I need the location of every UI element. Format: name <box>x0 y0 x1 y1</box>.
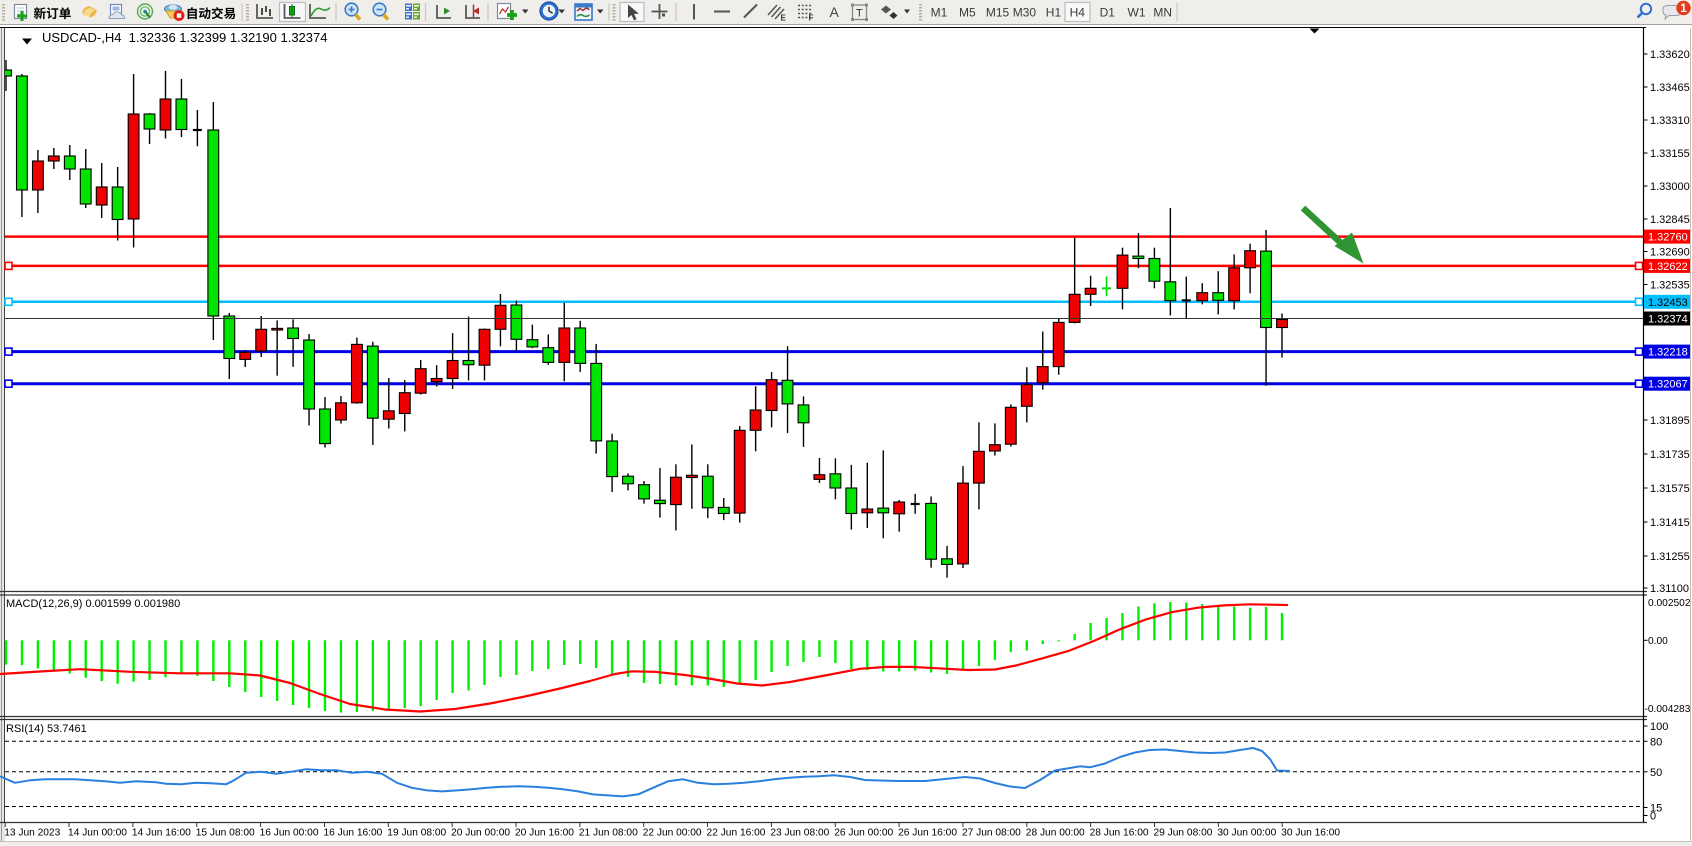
svg-text:1.33000: 1.33000 <box>1650 181 1690 193</box>
svg-text:30 Jun 16:00: 30 Jun 16:00 <box>1281 828 1340 839</box>
svg-text:W1: W1 <box>1128 6 1146 20</box>
svg-text:26 Jun 16:00: 26 Jun 16:00 <box>898 828 957 839</box>
svg-text:28 Jun 00:00: 28 Jun 00:00 <box>1026 828 1085 839</box>
svg-text:26 Jun 00:00: 26 Jun 00:00 <box>834 828 893 839</box>
svg-text:M1: M1 <box>931 6 948 20</box>
svg-text:30 Jun 00:00: 30 Jun 00:00 <box>1217 828 1276 839</box>
svg-text:1.31895: 1.31895 <box>1650 415 1690 427</box>
svg-text:22 Jun 16:00: 22 Jun 16:00 <box>707 828 766 839</box>
svg-text:H1: H1 <box>1046 6 1062 20</box>
svg-text:1.32374: 1.32374 <box>1648 314 1688 326</box>
svg-text:MN: MN <box>1153 6 1172 20</box>
svg-text:14 Jun 16:00: 14 Jun 16:00 <box>132 828 191 839</box>
svg-text:16 Jun 00:00: 16 Jun 00:00 <box>260 828 319 839</box>
svg-text:21 Jun 08:00: 21 Jun 08:00 <box>579 828 638 839</box>
svg-text:0: 0 <box>1650 811 1656 823</box>
svg-text:1.32453: 1.32453 <box>1648 297 1688 309</box>
svg-text:19 Jun 08:00: 19 Jun 08:00 <box>387 828 446 839</box>
svg-text:F: F <box>809 14 814 23</box>
svg-text:H4: H4 <box>1070 6 1086 20</box>
svg-text:1.33465: 1.33465 <box>1650 82 1690 94</box>
svg-text:M30: M30 <box>1013 6 1037 20</box>
svg-text:27 Jun 08:00: 27 Jun 08:00 <box>962 828 1021 839</box>
svg-text:16 Jun 16:00: 16 Jun 16:00 <box>323 828 382 839</box>
svg-text:T: T <box>856 8 863 20</box>
svg-text:50: 50 <box>1650 767 1662 779</box>
svg-text:1.32622: 1.32622 <box>1648 261 1688 273</box>
svg-text:1.33310: 1.33310 <box>1650 115 1690 127</box>
svg-text:100: 100 <box>1650 721 1668 733</box>
svg-text:0.002502: 0.002502 <box>1648 598 1691 609</box>
svg-text:M15: M15 <box>986 6 1010 20</box>
svg-text:1.32845: 1.32845 <box>1650 214 1690 226</box>
svg-text:1.32218: 1.32218 <box>1648 347 1688 359</box>
svg-text:1.31255: 1.31255 <box>1650 551 1690 563</box>
svg-text:1.31100: 1.31100 <box>1650 583 1689 595</box>
svg-text:E: E <box>781 14 787 23</box>
svg-text:A: A <box>830 4 840 20</box>
svg-text:1: 1 <box>1680 1 1687 15</box>
svg-text:29 Jun 08:00: 29 Jun 08:00 <box>1154 828 1213 839</box>
svg-text:0.00: 0.00 <box>1648 636 1668 647</box>
svg-text:1.32535: 1.32535 <box>1650 280 1690 292</box>
svg-text:23 Jun 08:00: 23 Jun 08:00 <box>770 828 829 839</box>
svg-text:1.31735: 1.31735 <box>1650 449 1690 461</box>
svg-text:USDCAD-,H4 1.32336 1.32399 1.: USDCAD-,H4 1.32336 1.32399 1.32190 1.323… <box>42 30 327 45</box>
svg-text:D1: D1 <box>1100 6 1116 20</box>
svg-text:1.31575: 1.31575 <box>1650 483 1690 495</box>
svg-text:15 Jun 08:00: 15 Jun 08:00 <box>196 828 255 839</box>
svg-text:20 Jun 00:00: 20 Jun 00:00 <box>451 828 510 839</box>
svg-text:1.33155: 1.33155 <box>1650 148 1690 160</box>
svg-text:M5: M5 <box>959 6 976 20</box>
svg-text:1.32760: 1.32760 <box>1648 232 1688 244</box>
svg-text:1.32690: 1.32690 <box>1650 247 1690 259</box>
svg-text:20 Jun 16:00: 20 Jun 16:00 <box>515 828 574 839</box>
svg-text:13 Jun 2023: 13 Jun 2023 <box>4 828 60 839</box>
svg-text:1.33620: 1.33620 <box>1650 49 1690 61</box>
svg-text:22 Jun 00:00: 22 Jun 00:00 <box>643 828 702 839</box>
svg-text:80: 80 <box>1650 736 1662 748</box>
svg-text:1.31415: 1.31415 <box>1650 517 1690 529</box>
svg-text:1.32067: 1.32067 <box>1648 379 1688 391</box>
svg-text:MACD(12,26,9) 0.001599 0.00198: MACD(12,26,9) 0.001599 0.001980 <box>6 598 180 610</box>
svg-text:15: 15 <box>1650 803 1662 815</box>
svg-text:-0.004283: -0.004283 <box>1645 704 1691 715</box>
svg-text:RSI(14) 53.7461: RSI(14) 53.7461 <box>6 723 87 735</box>
svg-text:28 Jun 16:00: 28 Jun 16:00 <box>1090 828 1149 839</box>
svg-text:14 Jun 00:00: 14 Jun 00:00 <box>68 828 127 839</box>
